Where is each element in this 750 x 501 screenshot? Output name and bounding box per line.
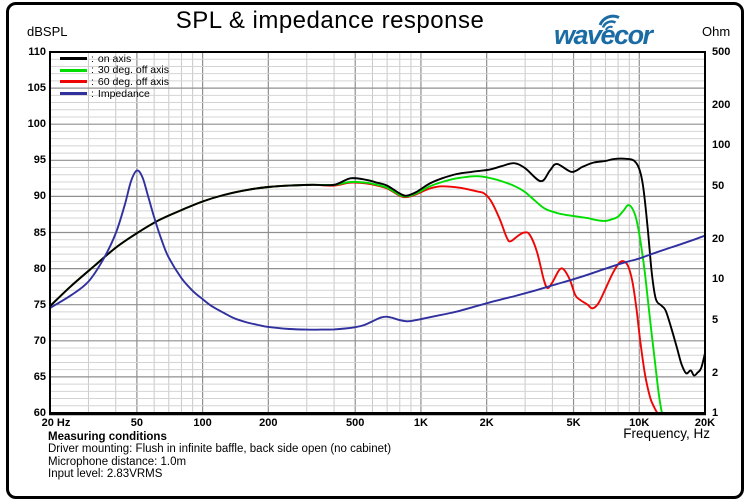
x-tick-label: 20 Hz [41,417,71,429]
y-right-axis-unit: Ohm [702,24,731,39]
legend-label: 30 deg. off axis [97,64,169,77]
legend-item-on-axis: : on axis [60,53,169,65]
legend-separator: : [91,87,94,100]
y-right-tick-label: 5 [712,313,719,326]
footer-lines: Driver mounting: Flush in infinite baffl… [48,443,391,480]
x-tick-label: 5K [566,417,581,429]
y-left-tick-label: 100 [27,118,46,131]
footer-heading: Measuring conditions [48,431,167,443]
legend-separator: : [91,64,94,77]
y-right-tick-label: 1 [712,407,719,419]
legend-separator: : [91,75,94,88]
y-right-tick-label: 500 [712,46,731,58]
y-left-tick-label: 95 [33,154,46,167]
legend-swatch-30-deg-off-axis [60,68,87,72]
x-tick-label: 500 [346,417,365,429]
legend-item-impedance: : Impedance [60,88,169,100]
footer-line: Driver mounting: Flush in infinite baffl… [48,443,392,456]
y-left-tick-label: 65 [33,370,46,383]
legend-label: on axis [97,52,132,65]
legend-item-60-deg-off-axis: :60 deg. off axis [60,76,169,88]
y-right-tick-label: 200 [712,99,731,112]
y-right-tick-label: 2 [712,366,719,379]
measuring-conditions: Measuring conditions Driver mounting: Fl… [48,431,391,481]
x-tick-label: 1K [413,417,428,429]
legend-swatch-60-deg-off-axis [60,80,87,84]
y-left-tick-label: 110 [28,46,46,58]
x-tick-label: 20K [694,417,716,429]
footer-line: Input level: 2.83VRMS [48,468,163,481]
y-left-tick-label: 80 [33,262,46,275]
y-right-tick-label: 100 [712,139,731,152]
footer-line: Microphone distance: 1.0m [48,455,187,468]
y-left-tick-label: 105 [27,82,46,95]
impedance-curve [50,169,705,331]
wavecor-logo-text: wavecor [554,20,655,50]
y-right-tick-label: 50 [712,179,725,192]
x-tick-label: 100 [193,417,212,429]
y-left-tick-label: 60 [33,407,46,419]
legend: : on axis:30 deg. off axis:60 deg. off ax… [60,53,169,100]
legend-item-30-deg-off-axis: :30 deg. off axis [60,64,169,77]
legend-separator: : [91,52,94,65]
x-tick-label: 50 [130,417,143,429]
y-left-axis-unit: dBSPL [27,24,68,39]
x-tick-label: 10K [629,417,650,429]
x-tick-label: 2K [479,417,494,429]
wavecor-logo: wavecor [553,14,701,50]
x-axis-title: Frequency, Hz [623,426,710,441]
y-left-tick-label: 90 [33,190,46,203]
legend-swatch-impedance [60,92,87,96]
legend-swatch-on-axis [60,57,87,61]
y-right-tick-label: 20 [712,232,725,245]
on-axis-curve [50,157,705,377]
y-left-tick-label: 70 [33,334,46,347]
legend-label: Impedance [97,87,150,100]
y-left-tick-label: 85 [33,226,46,239]
legend-label: 60 deg. off axis [97,75,169,88]
x-tick-label: 200 [259,417,278,429]
chart-title: SPL & impedance response [175,7,485,34]
y-left-tick-label: 75 [33,298,46,311]
wave-arcs-icon [598,14,620,31]
y-right-tick-label: 10 [712,273,725,286]
